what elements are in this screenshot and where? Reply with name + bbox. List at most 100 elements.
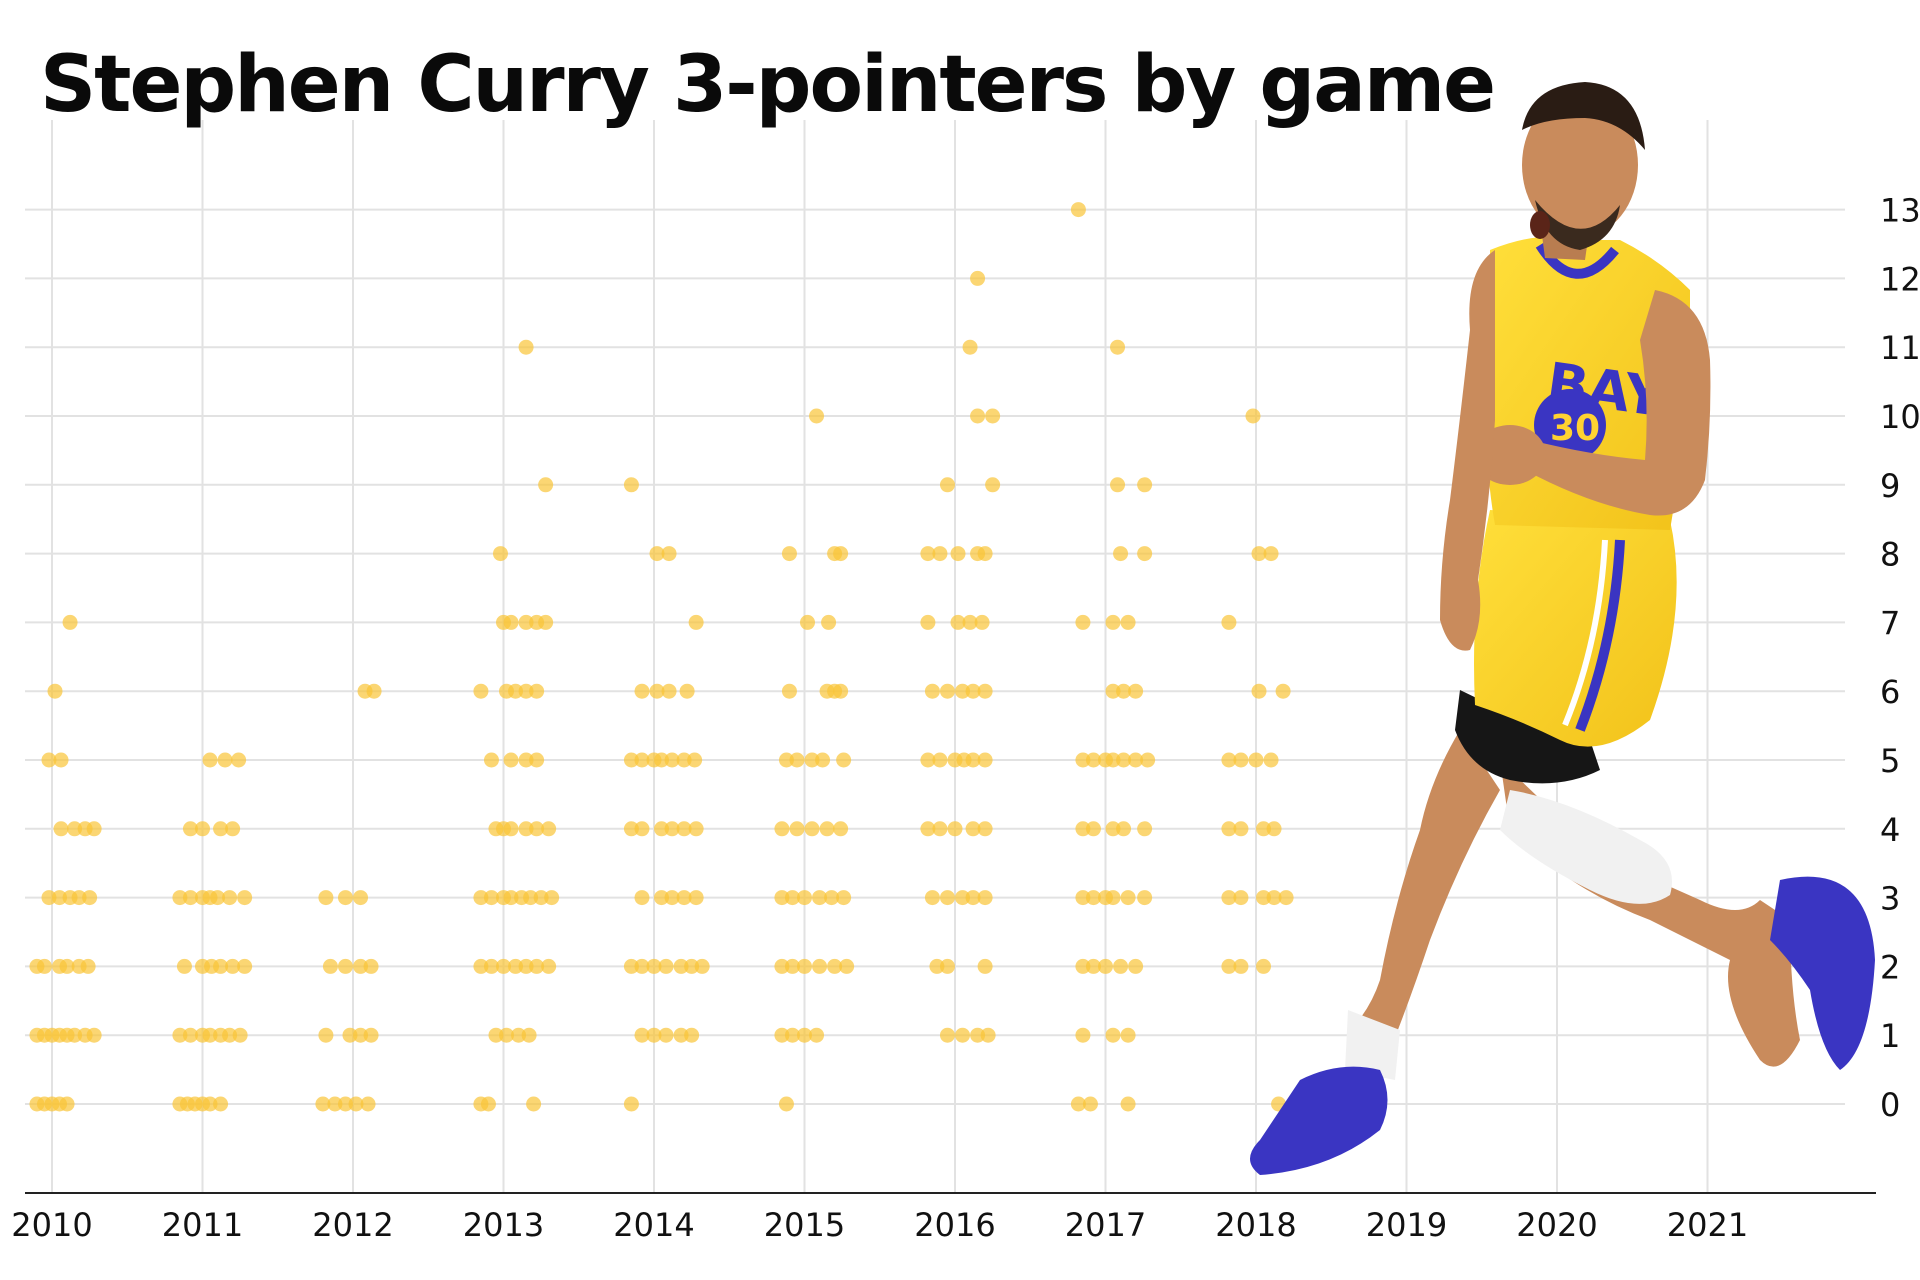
data-point bbox=[327, 1096, 343, 1112]
x-tick-label: 2021 bbox=[1667, 1206, 1748, 1244]
data-point bbox=[353, 958, 369, 974]
data-point bbox=[939, 890, 955, 906]
data-point bbox=[1116, 683, 1132, 699]
data-point bbox=[965, 683, 981, 699]
data-point bbox=[815, 752, 831, 768]
data-point bbox=[920, 546, 936, 562]
data-point bbox=[202, 1027, 218, 1043]
data-point bbox=[1105, 821, 1121, 837]
data-point bbox=[977, 546, 993, 562]
data-point bbox=[67, 821, 83, 837]
data-point bbox=[318, 1027, 334, 1043]
data-point bbox=[496, 958, 511, 974]
data-point bbox=[1256, 958, 1272, 974]
data-point bbox=[1221, 958, 1237, 974]
data-point bbox=[932, 752, 948, 768]
data-point bbox=[480, 1096, 496, 1112]
chart-title: Stephen Curry 3-pointers by game bbox=[40, 40, 1496, 130]
y-tick-label: 10 bbox=[1880, 398, 1920, 436]
data-point bbox=[363, 1027, 379, 1043]
data-point bbox=[661, 683, 677, 699]
x-tick-label: 2016 bbox=[914, 1206, 995, 1244]
data-point bbox=[1075, 890, 1091, 906]
data-point bbox=[1105, 1027, 1121, 1043]
data-point bbox=[41, 752, 57, 768]
data-point bbox=[1256, 821, 1272, 837]
data-point bbox=[634, 890, 650, 906]
data-point bbox=[518, 752, 534, 768]
data-point bbox=[646, 958, 662, 974]
x-axis: 2010 2011 2012 2013 2014 2015 2016 2017 2018 2019… bbox=[11, 1192, 1876, 1244]
data-point bbox=[1110, 477, 1126, 493]
data-point bbox=[213, 958, 229, 974]
data-point bbox=[646, 1027, 662, 1043]
data-point bbox=[529, 821, 545, 837]
data-point bbox=[634, 1027, 650, 1043]
data-point bbox=[59, 1096, 75, 1112]
data-point bbox=[784, 958, 800, 974]
data-point bbox=[800, 614, 816, 630]
data-point bbox=[337, 1096, 353, 1112]
data-point bbox=[939, 477, 955, 493]
data-point bbox=[688, 614, 704, 630]
data-point bbox=[821, 614, 837, 630]
data-point bbox=[541, 821, 557, 837]
y-tick-label: 8 bbox=[1880, 536, 1900, 574]
data-point bbox=[1233, 821, 1249, 837]
data-point bbox=[977, 821, 993, 837]
data-point bbox=[920, 614, 936, 630]
data-point bbox=[1137, 821, 1153, 837]
data-point bbox=[778, 1096, 794, 1112]
data-point bbox=[80, 958, 96, 974]
data-point bbox=[1075, 614, 1091, 630]
data-point bbox=[518, 339, 534, 355]
data-point bbox=[809, 408, 825, 424]
data-point bbox=[518, 958, 534, 974]
data-point bbox=[924, 683, 940, 699]
data-point bbox=[353, 890, 369, 906]
data-point bbox=[1233, 958, 1249, 974]
data-point bbox=[86, 1027, 102, 1043]
data-point bbox=[222, 1027, 238, 1043]
data-point bbox=[53, 752, 69, 768]
data-point bbox=[676, 890, 692, 906]
data-point bbox=[59, 958, 75, 974]
data-point bbox=[939, 1027, 955, 1043]
data-point bbox=[1248, 752, 1264, 768]
data-point bbox=[322, 958, 338, 974]
data-point bbox=[694, 958, 710, 974]
data-point bbox=[687, 752, 703, 768]
x-tick-label: 2013 bbox=[463, 1206, 544, 1244]
data-point bbox=[521, 1027, 537, 1043]
data-point bbox=[492, 546, 508, 562]
x-tick-label: 2014 bbox=[613, 1206, 694, 1244]
data-point bbox=[62, 614, 78, 630]
data-point bbox=[684, 958, 700, 974]
data-point bbox=[623, 821, 639, 837]
svg-text:30: 30 bbox=[1550, 408, 1600, 449]
data-point bbox=[812, 890, 828, 906]
data-point bbox=[499, 1027, 515, 1043]
data-point bbox=[1263, 752, 1279, 768]
data-point bbox=[784, 1027, 800, 1043]
data-point bbox=[634, 752, 650, 768]
data-point bbox=[526, 1096, 542, 1112]
data-point bbox=[538, 614, 554, 630]
data-point bbox=[508, 958, 524, 974]
data-point bbox=[503, 752, 519, 768]
data-point bbox=[1113, 546, 1129, 562]
data-point bbox=[232, 1027, 248, 1043]
data-point bbox=[1251, 683, 1267, 699]
data-point bbox=[518, 614, 534, 630]
data-point bbox=[518, 683, 534, 699]
data-points bbox=[29, 202, 1294, 1112]
data-point bbox=[1221, 890, 1237, 906]
data-point bbox=[363, 958, 379, 974]
data-point bbox=[623, 752, 639, 768]
data-point bbox=[1263, 546, 1279, 562]
data-point bbox=[483, 958, 499, 974]
data-point bbox=[920, 752, 936, 768]
x-tick-label: 2017 bbox=[1065, 1206, 1146, 1244]
data-point bbox=[977, 958, 993, 974]
